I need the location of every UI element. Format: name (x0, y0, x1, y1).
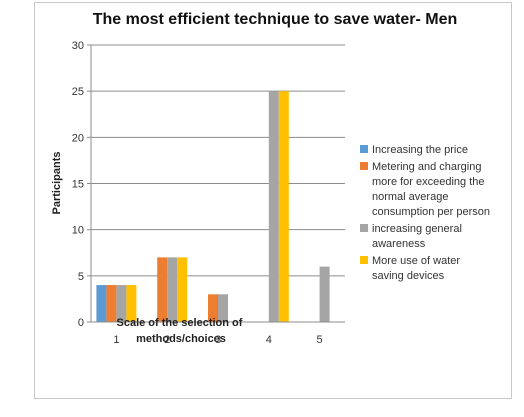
bar (268, 91, 279, 323)
y-tick-label: 25 (72, 86, 84, 98)
x-tick-label: 1 (113, 334, 119, 346)
y-tick-label: 15 (72, 179, 84, 191)
y-tick-label: 10 (72, 225, 84, 237)
grid-layer (91, 44, 345, 277)
bar (319, 266, 330, 322)
x-tick-label: 2 (164, 334, 170, 346)
legend-label: awareness (372, 238, 426, 250)
bar (116, 285, 127, 322)
legend-label: Metering and charging (372, 161, 481, 173)
bar (96, 285, 107, 322)
legend-swatch (360, 256, 368, 264)
bar (177, 257, 188, 322)
legend-label: More use of water (372, 255, 460, 267)
bar (208, 294, 218, 322)
legend-label: more for exceeding the (372, 176, 485, 188)
legend-swatch (360, 224, 368, 232)
y-tick-label: 5 (78, 271, 84, 283)
y-axis-title: Participants (51, 152, 63, 215)
x-tick-label: 5 (317, 334, 323, 346)
x-tick-label: 3 (215, 334, 221, 346)
y-tick-label: 20 (72, 132, 84, 144)
x-axis-title-line-1: Scale of the selection of (117, 317, 243, 329)
y-tick-label: 30 (72, 40, 84, 52)
bar (278, 91, 289, 323)
bar (126, 285, 137, 322)
chart-title: The most efficient technique to save wat… (93, 11, 458, 28)
legend: Increasing the price Metering and chargin… (360, 144, 490, 282)
legend-swatch (360, 162, 368, 170)
legend-label: saving devices (372, 270, 445, 282)
x-axis-title: Scale of the selection of methods/choice… (117, 317, 246, 345)
legend-swatch (360, 145, 368, 153)
bar (218, 294, 228, 322)
legend-label: consumption per person (372, 206, 490, 218)
y-tick-label: 0 (78, 317, 84, 329)
legend-label: Increasing the price (372, 144, 468, 156)
axis-layer: 0 5 10 15 20 25 30 1 2 3 4 5 (72, 40, 345, 346)
bar (157, 257, 168, 322)
bars-layer (96, 91, 330, 323)
bar (167, 257, 178, 322)
legend-label: normal average (372, 191, 448, 203)
x-axis-title-line-2: methods/choices (136, 333, 226, 345)
x-tick-label: 4 (266, 334, 272, 346)
legend-label: increasing general (372, 223, 462, 235)
bar (106, 285, 117, 322)
